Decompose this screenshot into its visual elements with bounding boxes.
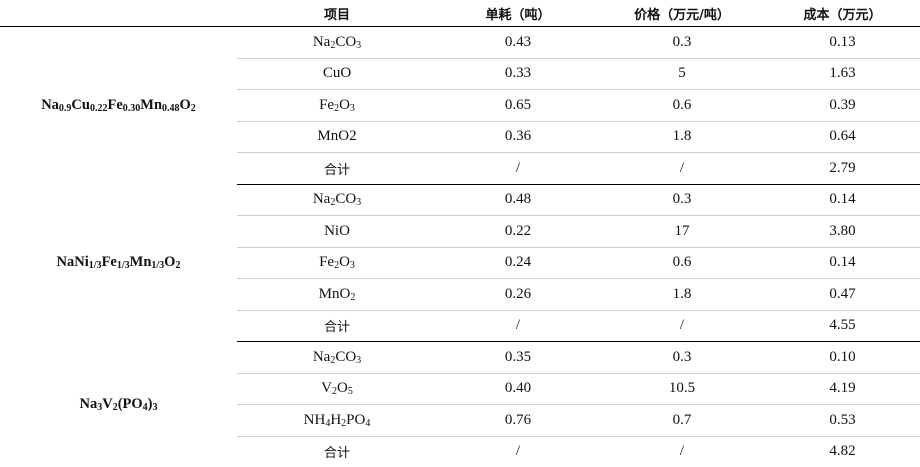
item-name: Fe2O3 <box>237 247 437 279</box>
consumption-value: 0.22 <box>437 216 599 248</box>
item-name: NH4H2PO4 <box>237 405 437 437</box>
consumption-value: 0.48 <box>437 184 599 216</box>
material-name: Na0.9Cu0.22Fe0.30Mn0.48O2 <box>0 27 237 185</box>
cost-value: 0.39 <box>765 90 920 122</box>
material-name: Na3V2(PO4)3 <box>0 342 237 467</box>
item-name: MnO2 <box>237 121 437 153</box>
price-value: 0.6 <box>599 247 765 279</box>
consumption-value: 0.35 <box>437 342 599 374</box>
total-label: 合计 <box>237 153 437 185</box>
price-value: 10.5 <box>599 373 765 405</box>
item-name: MnO2 <box>237 279 437 311</box>
cost-value: 4.82 <box>765 436 920 467</box>
consumption-value: / <box>437 153 599 185</box>
table-row: Na0.9Cu0.22Fe0.30Mn0.48O2 Na2CO3 0.43 0.… <box>0 27 920 59</box>
consumption-value: / <box>437 310 599 342</box>
header-price: 价格（万元/吨） <box>599 0 765 27</box>
cost-value: 0.14 <box>765 247 920 279</box>
header-item: 项目 <box>237 0 437 27</box>
price-value: 0.3 <box>599 27 765 59</box>
header-row: 项目 单耗（吨） 价格（万元/吨） 成本（万元） <box>0 0 920 27</box>
total-label: 合计 <box>237 310 437 342</box>
total-label: 合计 <box>237 436 437 467</box>
cost-value: 0.53 <box>765 405 920 437</box>
price-value: 0.6 <box>599 90 765 122</box>
consumption-value: 0.33 <box>437 58 599 90</box>
item-name: Na2CO3 <box>237 342 437 374</box>
material-name: NaNi1/3Fe1/3Mn1/3O2 <box>0 184 237 342</box>
cost-value: 4.55 <box>765 310 920 342</box>
cost-value: 1.63 <box>765 58 920 90</box>
item-name: V2O5 <box>237 373 437 405</box>
table-row: Na3V2(PO4)3 Na2CO3 0.35 0.3 0.10 <box>0 342 920 374</box>
cost-value: 0.13 <box>765 27 920 59</box>
cost-value: 3.80 <box>765 216 920 248</box>
price-value: 0.7 <box>599 405 765 437</box>
cost-value: 0.64 <box>765 121 920 153</box>
consumption-value: 0.36 <box>437 121 599 153</box>
cost-value: 0.47 <box>765 279 920 311</box>
price-value: 1.8 <box>599 121 765 153</box>
header-cost: 成本（万元） <box>765 0 920 27</box>
header-material <box>0 0 237 27</box>
price-value: / <box>599 310 765 342</box>
consumption-value: 0.43 <box>437 27 599 59</box>
price-value: 17 <box>599 216 765 248</box>
cost-value: 4.19 <box>765 373 920 405</box>
consumption-value: 0.40 <box>437 373 599 405</box>
item-name: Na2CO3 <box>237 27 437 59</box>
price-value: 1.8 <box>599 279 765 311</box>
item-name: CuO <box>237 58 437 90</box>
cost-value: 0.14 <box>765 184 920 216</box>
consumption-value: / <box>437 436 599 467</box>
cost-value: 0.10 <box>765 342 920 374</box>
header-consumption: 单耗（吨） <box>437 0 599 27</box>
price-value: / <box>599 436 765 467</box>
item-name: NiO <box>237 216 437 248</box>
table-row: NaNi1/3Fe1/3Mn1/3O2 Na2CO3 0.48 0.3 0.14 <box>0 184 920 216</box>
consumption-value: 0.24 <box>437 247 599 279</box>
price-value: 0.3 <box>599 184 765 216</box>
item-name: Fe2O3 <box>237 90 437 122</box>
consumption-value: 0.26 <box>437 279 599 311</box>
price-value: 5 <box>599 58 765 90</box>
consumption-value: 0.65 <box>437 90 599 122</box>
price-value: / <box>599 153 765 185</box>
consumption-value: 0.76 <box>437 405 599 437</box>
price-value: 0.3 <box>599 342 765 374</box>
cost-value: 2.79 <box>765 153 920 185</box>
item-name: Na2CO3 <box>237 184 437 216</box>
